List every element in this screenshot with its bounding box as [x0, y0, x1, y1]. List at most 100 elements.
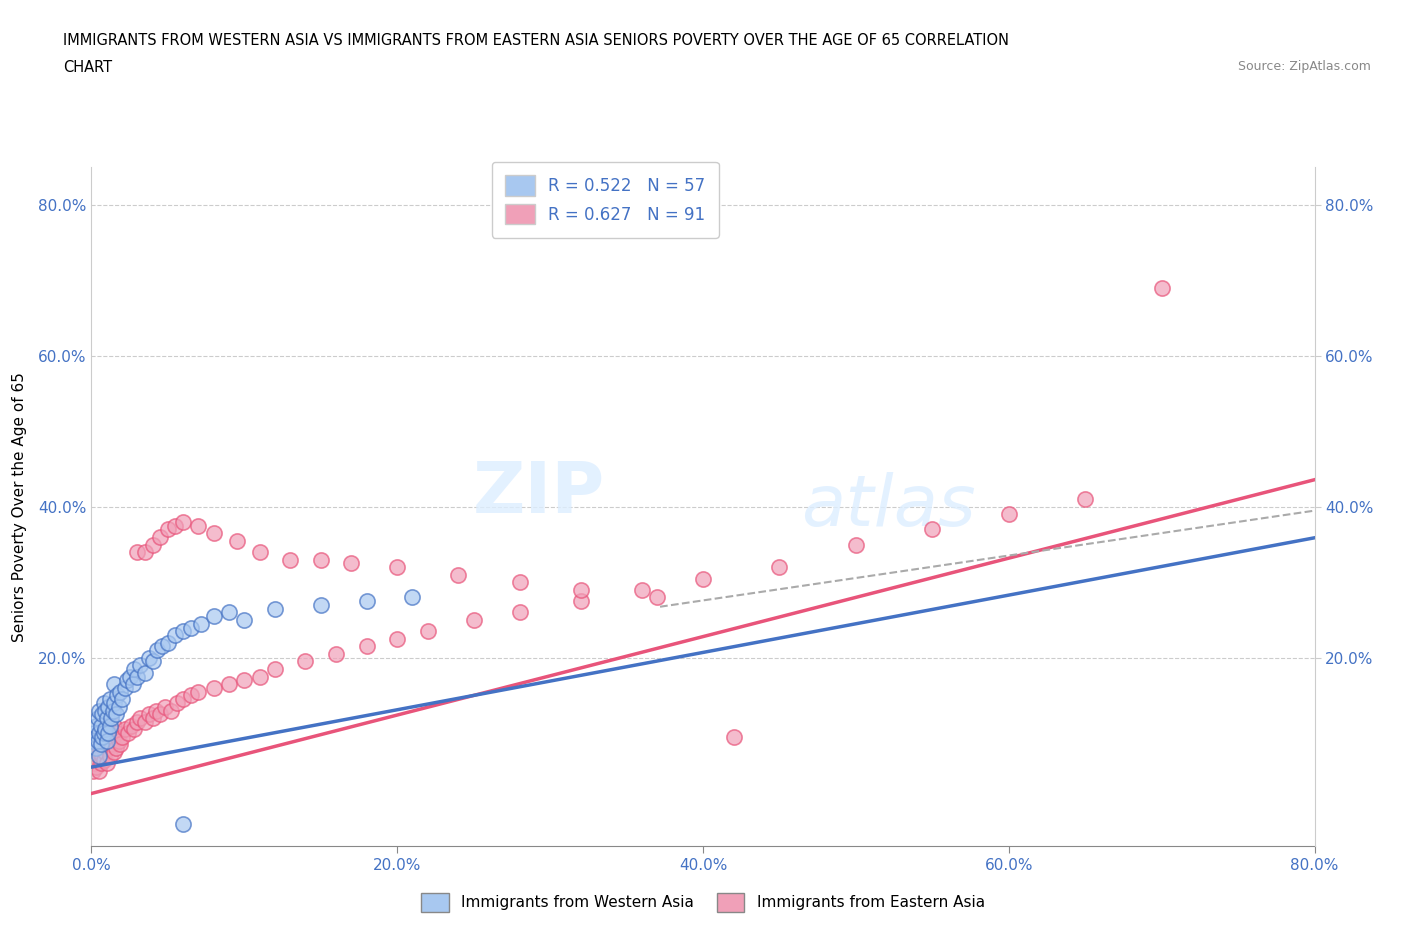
Point — [141, 654, 163, 669]
Point — [172, 624, 194, 639]
Point — [249, 670, 271, 684]
Point — [401, 590, 423, 604]
Point — [149, 529, 172, 544]
Point — [114, 681, 136, 696]
Text: CHART: CHART — [63, 60, 112, 75]
Legend: Immigrants from Western Asia, Immigrants from Eastern Asia: Immigrants from Western Asia, Immigrants… — [415, 887, 991, 918]
Point — [110, 684, 132, 699]
Point — [233, 613, 256, 628]
Y-axis label: Seniors Poverty Over the Age of 65: Seniors Poverty Over the Age of 65 — [11, 372, 27, 642]
Point — [104, 741, 127, 756]
Point — [87, 725, 110, 740]
Text: IMMIGRANTS FROM WESTERN ASIA VS IMMIGRANTS FROM EASTERN ASIA SENIORS POVERTY OVE: IMMIGRANTS FROM WESTERN ASIA VS IMMIGRAN… — [63, 33, 1010, 47]
Point — [96, 756, 118, 771]
Point — [309, 552, 332, 567]
Point — [84, 760, 107, 775]
Point — [218, 677, 240, 692]
Point — [86, 733, 108, 748]
Point — [202, 525, 225, 540]
Point — [103, 718, 125, 733]
Point — [96, 733, 118, 748]
Point — [110, 737, 132, 752]
Point — [569, 582, 592, 597]
Point — [118, 670, 141, 684]
Point — [129, 711, 152, 725]
Point — [82, 733, 104, 748]
Point — [165, 518, 187, 533]
Point — [93, 696, 115, 711]
Point — [94, 745, 117, 760]
Point — [111, 692, 134, 707]
Point — [94, 722, 117, 737]
Point — [447, 567, 470, 582]
Point — [87, 703, 110, 718]
Point — [98, 725, 121, 740]
Point — [160, 703, 183, 718]
Point — [190, 617, 212, 631]
Point — [138, 707, 160, 722]
Point — [87, 749, 110, 764]
Point — [202, 609, 225, 624]
Text: ZIP: ZIP — [472, 458, 605, 527]
Point — [145, 703, 167, 718]
Point — [153, 699, 176, 714]
Point — [150, 639, 173, 654]
Point — [225, 534, 247, 549]
Point — [631, 582, 654, 597]
Point — [264, 602, 287, 617]
Point — [82, 741, 104, 756]
Point — [723, 729, 745, 744]
Point — [845, 538, 868, 552]
Point — [94, 703, 117, 718]
Point — [100, 737, 122, 752]
Point — [108, 733, 131, 748]
Point — [97, 725, 120, 740]
Point — [138, 650, 160, 665]
Point — [463, 613, 485, 628]
Point — [93, 729, 115, 744]
Point — [356, 593, 378, 608]
Point — [98, 718, 121, 733]
Point — [97, 741, 120, 756]
Point — [121, 677, 143, 692]
Point — [117, 725, 139, 740]
Text: Source: ZipAtlas.com: Source: ZipAtlas.com — [1237, 60, 1371, 73]
Point — [141, 711, 163, 725]
Point — [325, 646, 347, 661]
Point — [134, 545, 156, 560]
Point — [94, 722, 117, 737]
Point — [187, 684, 209, 699]
Point — [122, 661, 145, 676]
Point — [340, 556, 363, 571]
Point — [645, 590, 668, 604]
Point — [105, 725, 128, 740]
Point — [87, 725, 110, 740]
Point — [90, 756, 112, 771]
Point — [180, 620, 202, 635]
Point — [90, 733, 112, 748]
Text: atlas: atlas — [801, 472, 976, 541]
Point — [156, 522, 179, 537]
Point — [127, 670, 149, 684]
Point — [104, 707, 127, 722]
Point — [103, 745, 125, 760]
Point — [90, 737, 112, 752]
Point — [97, 699, 120, 714]
Point — [294, 654, 316, 669]
Point — [356, 639, 378, 654]
Point — [87, 764, 110, 778]
Point — [187, 518, 209, 533]
Point — [134, 714, 156, 729]
Point — [96, 733, 118, 748]
Point — [134, 665, 156, 680]
Legend: R = 0.522   N = 57, R = 0.627   N = 91: R = 0.522 N = 57, R = 0.627 N = 91 — [492, 162, 718, 238]
Point — [921, 522, 943, 537]
Point — [82, 764, 104, 778]
Point — [122, 722, 145, 737]
Point — [509, 605, 531, 620]
Point — [998, 507, 1021, 522]
Point — [127, 545, 149, 560]
Point — [166, 696, 188, 711]
Point — [103, 696, 125, 711]
Point — [84, 737, 107, 752]
